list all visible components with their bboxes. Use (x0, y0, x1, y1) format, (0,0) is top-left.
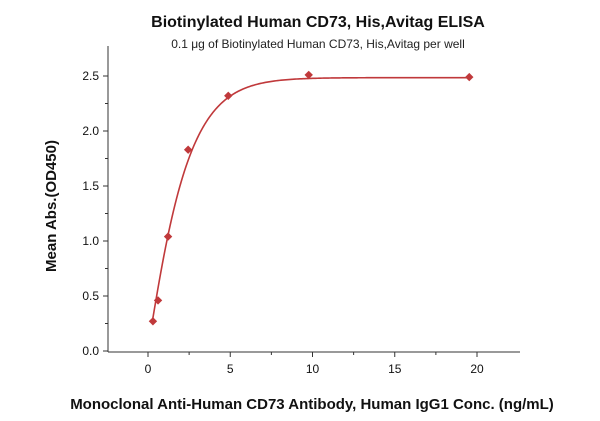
y-tick-label: 2.5 (82, 69, 99, 83)
y-tick-label: 2.0 (82, 124, 99, 138)
x-tick-label: 10 (306, 362, 320, 376)
fit-curve (152, 76, 470, 319)
data-point (183, 145, 193, 154)
data-point (153, 296, 163, 305)
y-tick-label: 1.5 (82, 179, 99, 193)
x-tick-label: 5 (227, 362, 234, 376)
data-point (224, 91, 233, 100)
chart-subtitle: 0.1 μg of Biotinylated Human CD73, His,A… (171, 37, 465, 51)
y-tick-label: 0.0 (82, 344, 99, 358)
y-axis-label: Mean Abs.(OD450) (43, 140, 60, 272)
data-point (163, 232, 173, 241)
x-tick-label: 20 (470, 362, 484, 376)
x-axis-label: Monoclonal Anti-Human CD73 Antibody, Hum… (70, 396, 554, 413)
y-tick-label: 0.5 (82, 289, 99, 303)
x-tick-label: 15 (388, 362, 402, 376)
x-ticks: 0 5 10 15 20 (145, 352, 484, 376)
data-point (304, 70, 313, 80)
y-tick-label: 1.0 (82, 234, 99, 248)
y-ticks: 0.0 0.5 1.0 1.5 2.0 2.5 (82, 69, 108, 358)
axes (107, 46, 520, 353)
chart-title: Biotinylated Human CD73, His,Avitag ELIS… (151, 14, 485, 31)
data-point (148, 317, 158, 326)
data-point (465, 72, 474, 82)
x-tick-label: 0 (145, 362, 152, 376)
data-points (148, 70, 474, 326)
